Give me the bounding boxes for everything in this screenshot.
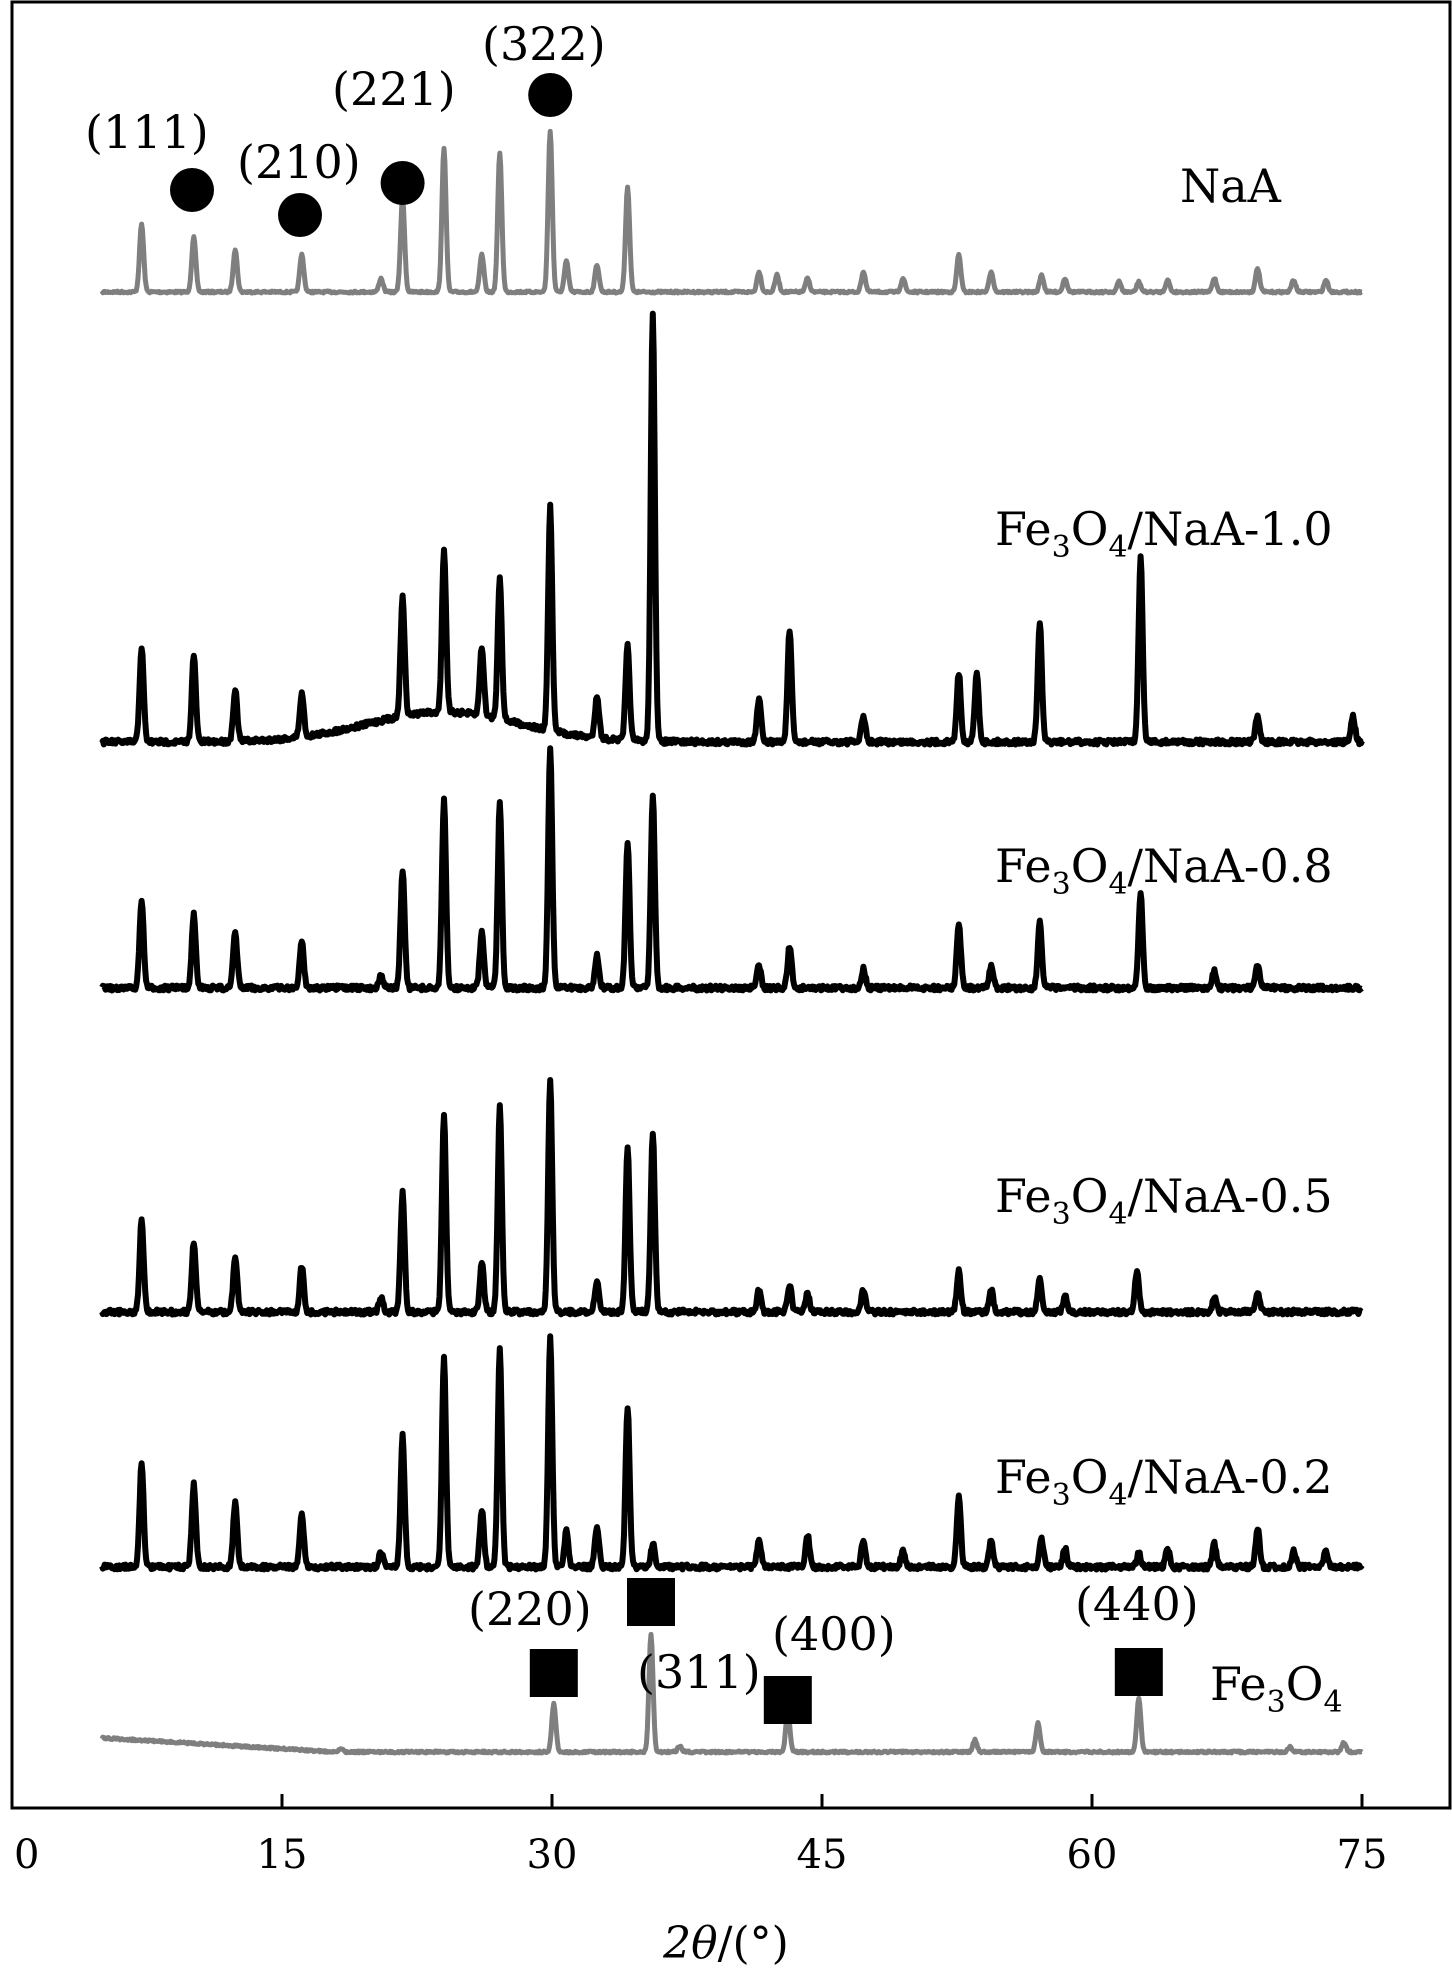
xrd-traces — [99, 128, 1365, 1756]
series-label-fe3o4-naa-0-2: Fe3O4/NaA-0.2 — [995, 1450, 1333, 1513]
x-tick-label: 30 — [527, 1832, 578, 1878]
miller-label-111: (111) — [85, 105, 209, 159]
circle-marker-322 — [528, 73, 573, 117]
miller-label-440: (440) — [1075, 1577, 1199, 1631]
x-axis-title: 2θ/(°) — [662, 1918, 789, 1969]
miller-label-400: (400) — [772, 1607, 896, 1661]
series-label-fe3o4: Fe3O4 — [1210, 1657, 1343, 1720]
trace-fe3o4-naa-0-5 — [99, 1077, 1365, 1318]
series-label-fe3o4-naa-0-8: Fe3O4/NaA-0.8 — [995, 839, 1333, 902]
trace-fe3o4-naa-0-2 — [99, 1333, 1365, 1573]
trace-fe3o4 — [99, 1631, 1364, 1756]
square-marker-400 — [763, 1676, 812, 1724]
x-tick-label: 0 — [14, 1832, 39, 1878]
x-tick-label: 75 — [1337, 1832, 1388, 1878]
series-label-fe3o4-naa-1-0: Fe3O4/NaA-1.0 — [995, 502, 1333, 565]
square-marker-311 — [627, 1578, 675, 1626]
circle-marker-111 — [170, 168, 214, 212]
miller-label-220: (220) — [468, 1582, 592, 1636]
trace-naa — [99, 128, 1364, 296]
x-tick-label: 60 — [1067, 1832, 1118, 1878]
miller-label-322: (322) — [482, 17, 606, 71]
circle-marker-221 — [380, 161, 425, 205]
plot-frame — [10, 0, 1452, 1810]
miller-label-311: (311) — [637, 1645, 761, 1699]
miller-label-221: (221) — [332, 62, 456, 116]
circle-marker-210 — [278, 193, 322, 237]
x-tick-label: 15 — [257, 1832, 308, 1878]
trace-fe3o4-naa-0-8 — [99, 745, 1365, 994]
x-axis-ticks: 0 15 30 45 60 75 — [10, 1794, 1388, 1878]
peak-markers — [170, 73, 1163, 1724]
series-label-naa: NaA — [1180, 159, 1282, 213]
x-tick-label: 45 — [797, 1832, 848, 1878]
square-marker-220 — [529, 1649, 578, 1697]
square-marker-440 — [1114, 1648, 1163, 1696]
trace-fe3o4-naa-1-0 — [99, 310, 1365, 748]
miller-label-210: (210) — [237, 135, 361, 189]
series-label-fe3o4-naa-0-5: Fe3O4/NaA-0.5 — [995, 1169, 1333, 1232]
